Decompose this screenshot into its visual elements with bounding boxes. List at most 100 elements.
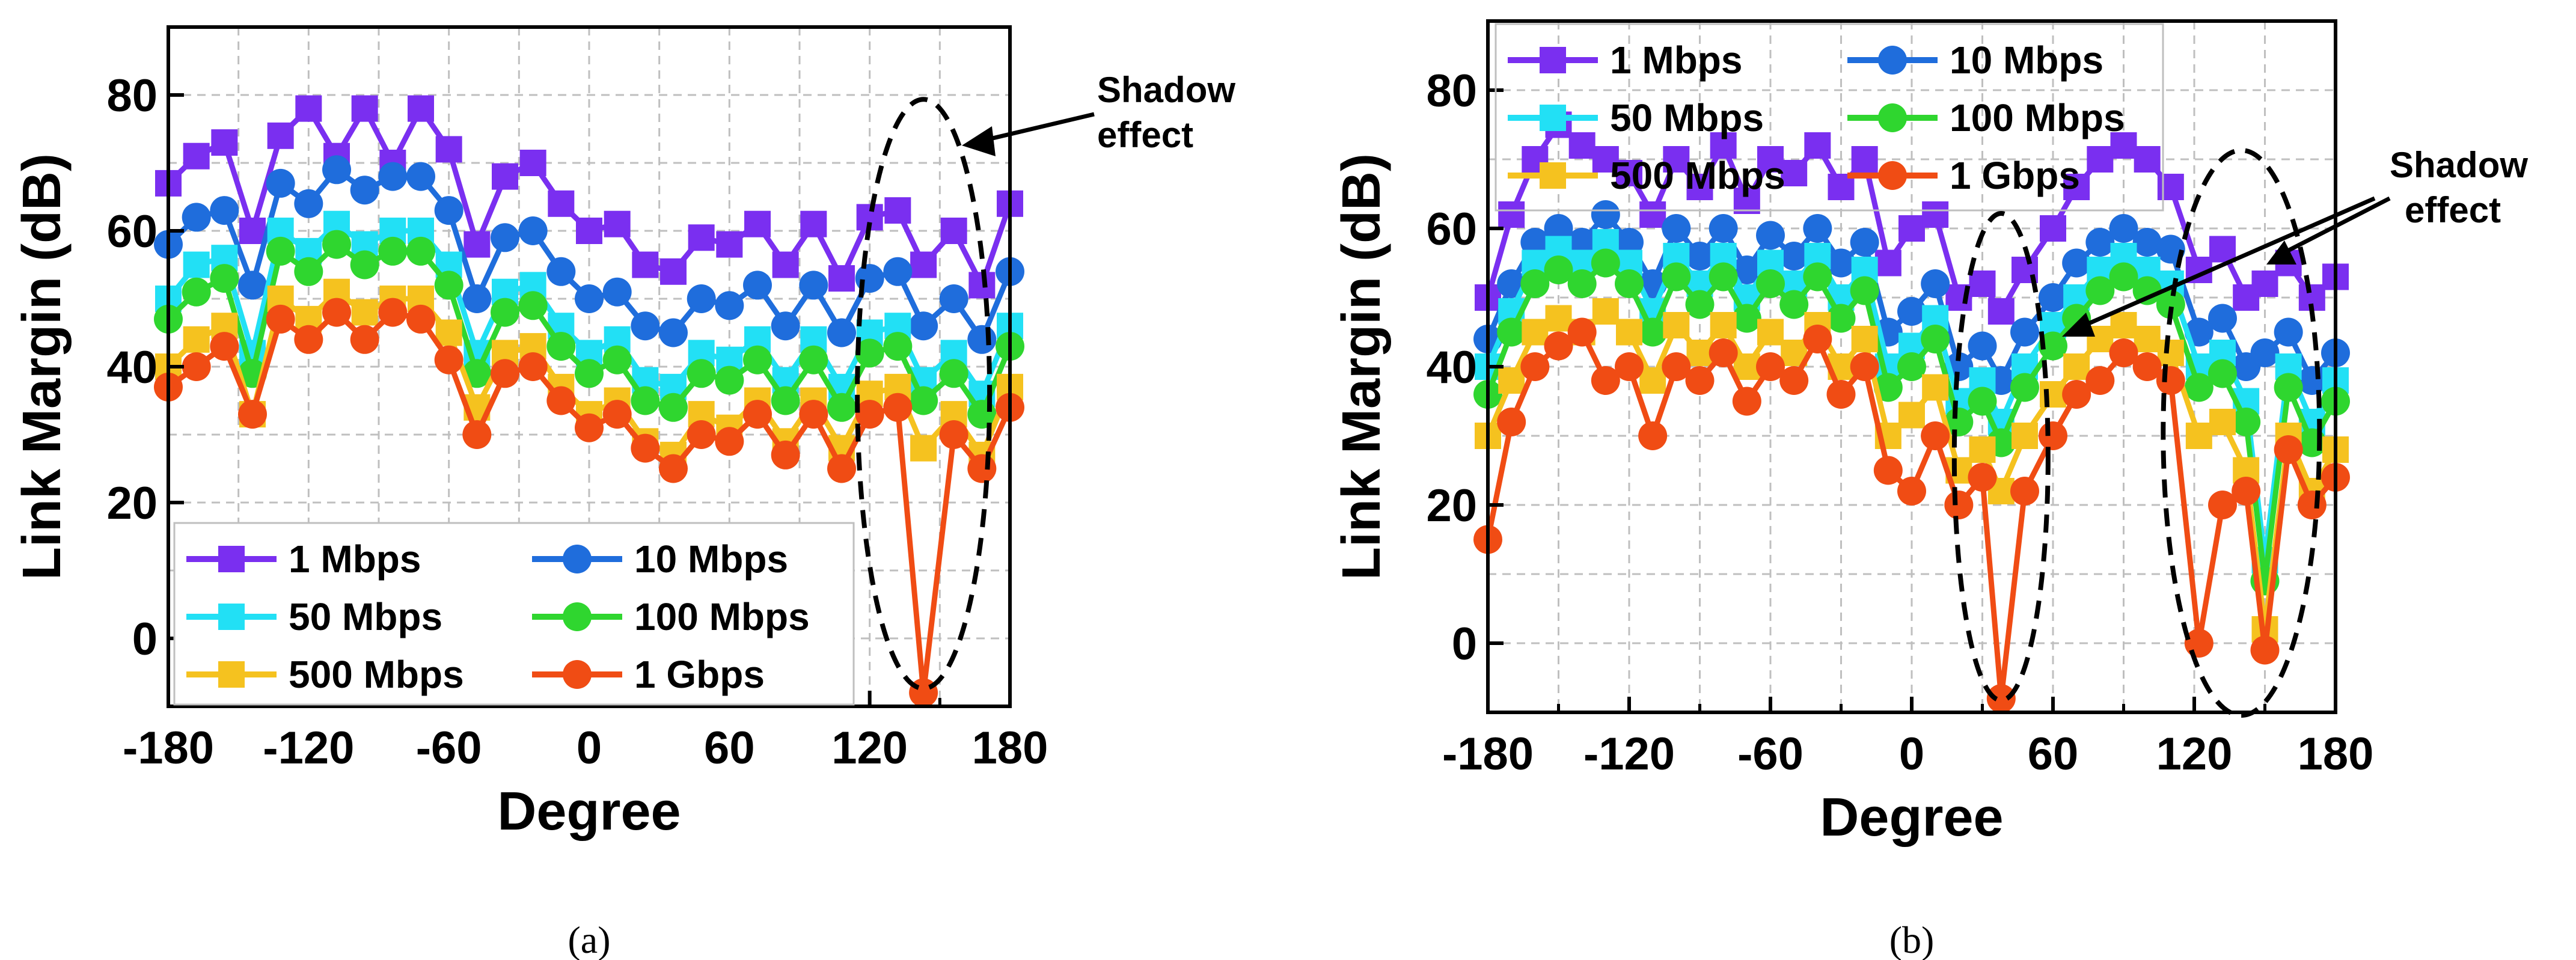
y-tick-label: 80	[106, 70, 158, 121]
data-point-1-gbps	[1827, 380, 1856, 409]
data-point-500-mbps	[1639, 367, 1666, 394]
data-point-1-mbps	[884, 197, 911, 224]
data-point-10-mbps	[294, 189, 323, 218]
data-point-10-mbps	[1803, 214, 1832, 243]
data-point-10-mbps	[1756, 221, 1785, 250]
series-line-10-mbps	[168, 170, 1010, 340]
legend: 1 Mbps 10 Mbps50 Mbps 100 Mbps500 Mbps 1 Gb…	[1496, 24, 2163, 210]
y-tick-label: 40	[106, 342, 158, 393]
data-point-500-mbps	[352, 299, 378, 326]
data-point-1-gbps	[1987, 684, 2016, 713]
annotation-text-line1: Shadow	[1097, 70, 1235, 110]
data-point-1-gbps	[238, 400, 267, 429]
data-point-100-mbps	[546, 332, 575, 361]
figure-canvas: -180 -120 -60 0 60 120 180020406080DegreeLink …	[0, 0, 2576, 960]
data-point-1-gbps	[1897, 477, 1926, 506]
legend-marker	[218, 661, 245, 688]
data-point-10-mbps	[378, 162, 407, 191]
data-point-1-mbps	[352, 96, 378, 122]
data-point-1-gbps	[687, 420, 716, 449]
data-point-1-gbps	[1850, 352, 1879, 381]
data-point-10-mbps	[743, 271, 772, 299]
data-point-100-mbps	[1568, 269, 1597, 298]
data-point-1-gbps	[406, 305, 435, 334]
data-point-100-mbps	[378, 237, 407, 266]
data-point-1-gbps	[435, 346, 463, 375]
data-point-10-mbps	[631, 311, 659, 340]
data-point-10-mbps	[715, 291, 744, 320]
x-tick-label: 60	[704, 723, 755, 774]
data-point-500-mbps	[2134, 326, 2161, 352]
data-point-1-mbps	[1875, 250, 1901, 277]
data-point-100-mbps	[350, 251, 379, 280]
data-point-10-mbps	[1779, 242, 1808, 271]
data-point-1-gbps	[2232, 477, 2260, 506]
legend-marker	[1540, 105, 1566, 131]
data-point-100-mbps	[659, 393, 688, 422]
legend: 1 Mbps 10 Mbps50 Mbps 100 Mbps500 Mbps 1 Gb…	[174, 523, 854, 705]
data-point-10-mbps	[2062, 249, 2091, 278]
data-point-1-gbps	[603, 400, 632, 429]
annotation-arrow	[980, 114, 1094, 141]
data-point-10-mbps	[406, 162, 435, 191]
data-point-100-mbps	[1638, 318, 1667, 347]
data-point-100-mbps	[1591, 249, 1620, 278]
data-point-100-mbps	[2274, 373, 2303, 402]
x-axis-label: Degree	[497, 781, 681, 842]
legend-label: 100 Mbps	[1950, 96, 2125, 139]
data-point-1-gbps	[940, 420, 968, 449]
data-point-10-mbps	[2010, 318, 2039, 347]
data-point-100-mbps	[687, 359, 716, 388]
data-point-1-gbps	[294, 325, 323, 354]
annotation-text-line1: Shadow	[2390, 145, 2528, 185]
data-point-10-mbps	[435, 196, 463, 225]
x-tick-label: 60	[2028, 729, 2079, 780]
legend-label: 1 Gbps	[1950, 154, 2080, 197]
data-point-100-mbps	[1803, 263, 1832, 292]
data-point-1-gbps	[519, 352, 548, 381]
data-point-1-gbps	[2185, 629, 2213, 658]
data-point-500-mbps	[2063, 353, 2090, 380]
y-tick-label: 60	[106, 206, 158, 257]
data-point-1-gbps	[1497, 408, 1526, 436]
x-tick-label: 0	[577, 723, 602, 774]
data-point-100-mbps	[435, 271, 463, 299]
data-point-1-gbps	[575, 414, 604, 442]
panel-caption: (b)	[1889, 919, 1935, 960]
data-point-100-mbps	[322, 230, 351, 259]
data-point-1-gbps	[1874, 456, 1903, 485]
x-tick-label: 120	[831, 723, 908, 774]
data-point-100-mbps	[406, 237, 435, 266]
data-point-1-gbps	[1733, 387, 1761, 416]
data-point-1-mbps	[211, 129, 237, 156]
data-point-1-gbps	[1968, 463, 1997, 492]
data-point-1-gbps	[799, 400, 828, 429]
data-point-1-mbps	[548, 191, 574, 217]
data-point-1-mbps	[828, 265, 855, 292]
data-point-100-mbps	[1662, 263, 1690, 292]
data-point-500-mbps	[1546, 305, 1572, 332]
data-point-1-gbps	[350, 325, 379, 354]
data-point-1-mbps	[492, 164, 518, 190]
data-point-1-gbps	[378, 298, 407, 327]
data-point-1-mbps	[576, 218, 602, 244]
x-axis-label: Degree	[1820, 787, 2003, 848]
data-point-1-mbps	[295, 96, 322, 122]
data-point-10-mbps	[940, 284, 968, 313]
y-tick-label: 20	[1426, 480, 1477, 531]
data-point-500-mbps	[1616, 319, 1642, 346]
data-point-10-mbps	[350, 176, 379, 204]
data-point-500-mbps	[1922, 375, 1948, 401]
data-point-1-mbps	[1898, 215, 1925, 242]
data-point-500-mbps	[2111, 312, 2137, 338]
data-point-1-gbps	[743, 400, 772, 429]
panel-b: -180 -120 -60 0 60 120 180020406080DegreeLink …	[1332, 21, 2528, 960]
data-point-10-mbps	[799, 271, 828, 299]
data-point-1-gbps	[967, 454, 996, 483]
data-point-10-mbps	[210, 196, 239, 225]
legend-label: 10 Mbps	[1950, 38, 2103, 82]
data-point-10-mbps	[546, 257, 575, 286]
y-tick-label: 0	[132, 614, 158, 665]
data-point-500-mbps	[1898, 402, 1925, 429]
data-point-100-mbps	[771, 387, 800, 415]
